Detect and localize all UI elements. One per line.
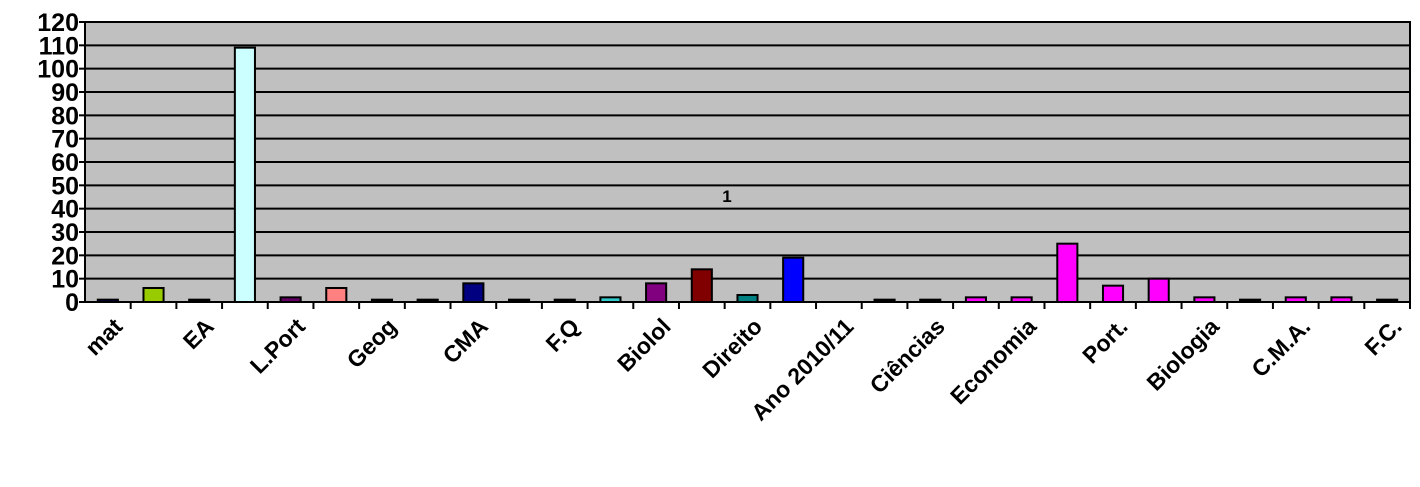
- bar: [1147, 277, 1170, 303]
- x-tick-label: mat: [80, 313, 128, 361]
- bar: [964, 296, 987, 304]
- x-tick-label: C.M.A.: [1246, 313, 1315, 382]
- series-label: 1: [722, 187, 731, 206]
- bar: [873, 298, 896, 303]
- bar: [462, 282, 485, 304]
- x-tick-label: Ciências: [865, 313, 950, 398]
- bar: [1330, 296, 1353, 304]
- y-tick-label: 70: [51, 126, 79, 154]
- y-tick-label: 40: [51, 196, 79, 224]
- gridlines: [85, 44, 1410, 280]
- x-tick-label: EA: [178, 313, 219, 354]
- bar: [233, 46, 256, 303]
- y-tick-label: 100: [37, 56, 79, 84]
- bar: [370, 298, 394, 303]
- bar: [553, 298, 576, 303]
- y-tick-label: 0: [65, 289, 79, 317]
- bar: [1239, 298, 1262, 303]
- bar: [325, 287, 348, 303]
- y-tick-label: 10: [51, 266, 79, 294]
- x-tick-label: Biologia: [1141, 313, 1224, 396]
- bar: [690, 268, 713, 304]
- y-tick-label: 120: [37, 9, 79, 37]
- bar: [188, 298, 211, 303]
- bar: [1056, 242, 1079, 304]
- x-tick-label: Port.: [1077, 313, 1132, 368]
- y-tick-label: 110: [39, 32, 79, 60]
- x-tick-label: F.C.: [1359, 313, 1406, 360]
- x-tick-label: F.Q: [541, 313, 585, 357]
- bar: [1101, 284, 1125, 303]
- bar: [1376, 298, 1399, 303]
- bars: [96, 46, 1399, 304]
- x-tick-label: Geog: [342, 313, 402, 373]
- x-tick-label: CMA: [437, 313, 492, 368]
- bar: [599, 296, 622, 304]
- bar: [142, 287, 165, 303]
- y-tick-label: 90: [51, 79, 79, 107]
- x-tick-label: Economia: [945, 313, 1041, 409]
- y-tick-label: 20: [51, 242, 79, 270]
- y-tick-label: 30: [51, 219, 79, 247]
- bar: [416, 298, 439, 303]
- bar: [736, 294, 759, 303]
- x-tick-label: Biolol: [612, 313, 676, 377]
- bar: [1193, 296, 1216, 304]
- bar: [1284, 296, 1307, 304]
- x-tick-label: Direito: [697, 313, 767, 383]
- bar: [96, 298, 119, 303]
- bar: [782, 256, 805, 303]
- bar: [645, 282, 668, 304]
- bar: [919, 298, 942, 303]
- y-tick-label: 60: [51, 149, 79, 177]
- bar: [279, 296, 302, 304]
- y-tick-label: 50: [51, 172, 79, 200]
- bar: [508, 298, 531, 303]
- x-tick-label: L.Port: [245, 313, 311, 379]
- bar: [1010, 296, 1033, 304]
- y-tick-label: 80: [51, 102, 79, 130]
